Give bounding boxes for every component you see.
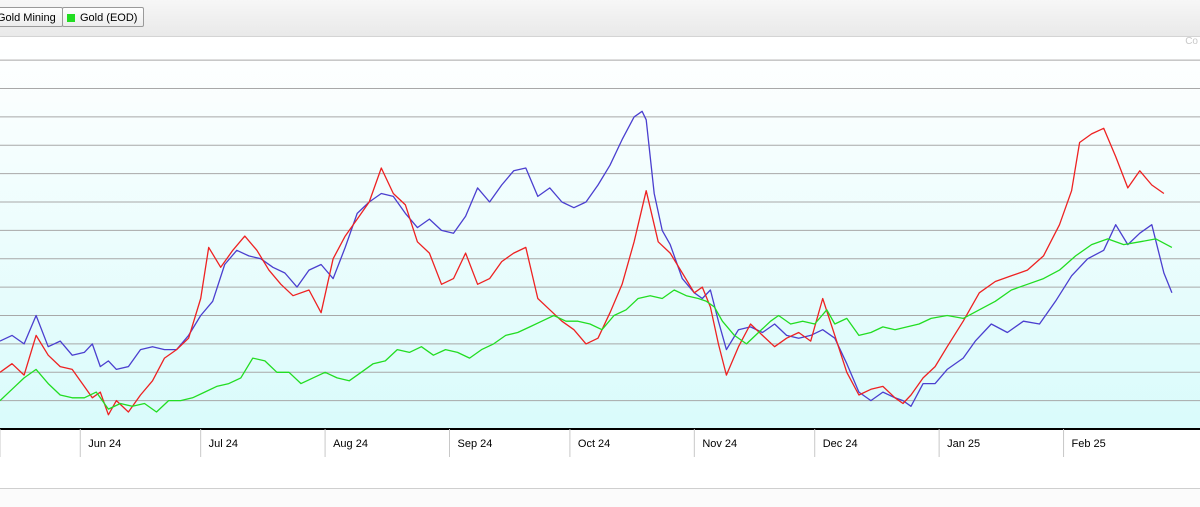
legend-gold-eod[interactable]: Gold (EOD) [62, 7, 145, 27]
x-tick-label: Sep 24 [457, 438, 492, 450]
legend-gold-mining[interactable]: Gold Mining [0, 7, 63, 27]
footer-rule [0, 488, 1200, 507]
x-tick-label: Jun 24 [88, 438, 121, 450]
x-tick-label: Nov 24 [702, 438, 737, 450]
legend-swatch [67, 14, 75, 22]
series-line-gold-eod [0, 238, 1173, 413]
x-tick-label: Jan 25 [947, 438, 980, 450]
x-tick-label: Feb 25 [1072, 438, 1106, 450]
legend-toolbar: Gold Mining Gold (EOD) [0, 0, 1200, 37]
x-tick-label: Jul 24 [209, 438, 238, 450]
x-tick-label: Dec 24 [823, 438, 858, 450]
legend-gold-eod-label: Gold (EOD) [80, 12, 138, 24]
price-chart: Jun 24 Jul 24 Aug 24 Sep 24 Oct 24 Nov 24 Dec … [0, 46, 1200, 457]
series-line-series [0, 127, 1165, 416]
plot-area [0, 46, 1200, 429]
series-line-gold-mining [0, 110, 1173, 407]
x-tick-label: Oct 24 [578, 438, 610, 450]
x-tick-label: Aug 24 [333, 438, 368, 450]
corner-text: Co [1185, 36, 1198, 47]
legend-gold-mining-label: Gold Mining [0, 12, 56, 24]
